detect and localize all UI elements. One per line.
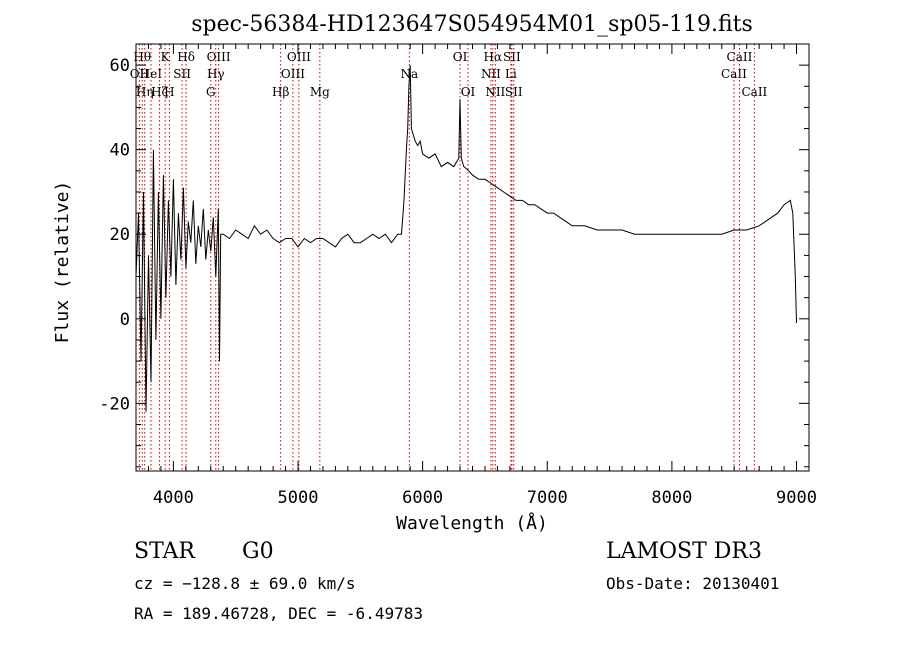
- plot-frame: [135, 43, 810, 472]
- spectral-line-markers: HθOIIHηHeIHζKHSIIHδGHγOIIIHβOIIIOIIIMgNa…: [130, 44, 768, 471]
- line-marker-label: OI: [453, 50, 468, 64]
- x-tick-label: 4000: [153, 488, 194, 508]
- line-marker-label: Hβ: [272, 85, 289, 99]
- line-marker-label: Hζ: [151, 85, 168, 99]
- survey-name: LAMOST DR3: [606, 539, 762, 564]
- x-tick-label: 8000: [651, 488, 692, 508]
- y-tick-label: 20: [110, 225, 130, 245]
- y-tick-label: 60: [110, 56, 130, 76]
- line-marker-label: SII: [503, 50, 521, 64]
- subclass: G0: [242, 539, 274, 564]
- object-type: STAR: [134, 539, 195, 564]
- coordinates: RA = 189.46728, DEC = -6.49783: [134, 604, 423, 623]
- line-marker-label: OI: [461, 85, 476, 99]
- line-marker-label: HeI: [140, 67, 163, 81]
- y-tick-label: 0: [120, 310, 130, 330]
- line-marker-label: Hθ: [133, 50, 151, 64]
- x-tick-label: 6000: [402, 488, 443, 508]
- spectrum-line: [135, 65, 797, 412]
- line-marker-label: NII: [485, 85, 505, 99]
- y-tick-label: -20: [99, 394, 130, 414]
- line-marker-label: CaII: [721, 67, 747, 81]
- obs-date: Obs-Date: 20130401: [606, 574, 780, 593]
- x-tick-label: 5000: [278, 488, 319, 508]
- line-marker-label: Hα: [484, 50, 503, 64]
- line-marker-label: Hδ: [177, 50, 195, 64]
- x-axis-ticks: 4000 5000 6000 7000 8000 9000: [135, 44, 817, 508]
- x-tick-label: 7000: [527, 488, 568, 508]
- line-marker-label: Mg: [310, 85, 330, 99]
- y-tick-label: 40: [110, 141, 130, 161]
- chart-title: spec-56384-HD123647S054954M01_sp05-119.f…: [191, 12, 753, 37]
- line-marker-label: OIII: [207, 50, 231, 64]
- line-marker-label: G: [206, 85, 216, 99]
- line-marker-label: Hγ: [207, 67, 225, 81]
- line-marker-label: OIII: [287, 50, 311, 64]
- line-marker-label: SII: [505, 85, 523, 99]
- x-tick-label: 9000: [776, 488, 817, 508]
- line-marker-label: CaII: [741, 85, 767, 99]
- line-marker-label: Hη: [136, 85, 154, 99]
- line-marker-label: K: [161, 50, 171, 64]
- line-marker-label: Li: [505, 67, 517, 81]
- y-axis-ticks: -20 0 20 40 60: [99, 43, 809, 468]
- line-marker-label: OIII: [281, 67, 305, 81]
- line-marker-label: NII: [481, 67, 501, 81]
- line-marker-label: CaII: [727, 50, 753, 64]
- y-axis-label: Flux (relative): [52, 181, 73, 344]
- line-marker-label: H: [164, 85, 174, 99]
- line-marker-label: SII: [173, 67, 191, 81]
- x-axis-label: Wavelength (Å): [396, 512, 548, 534]
- redshift-cz: cz = −128.8 ± 69.0 km/s: [134, 574, 356, 593]
